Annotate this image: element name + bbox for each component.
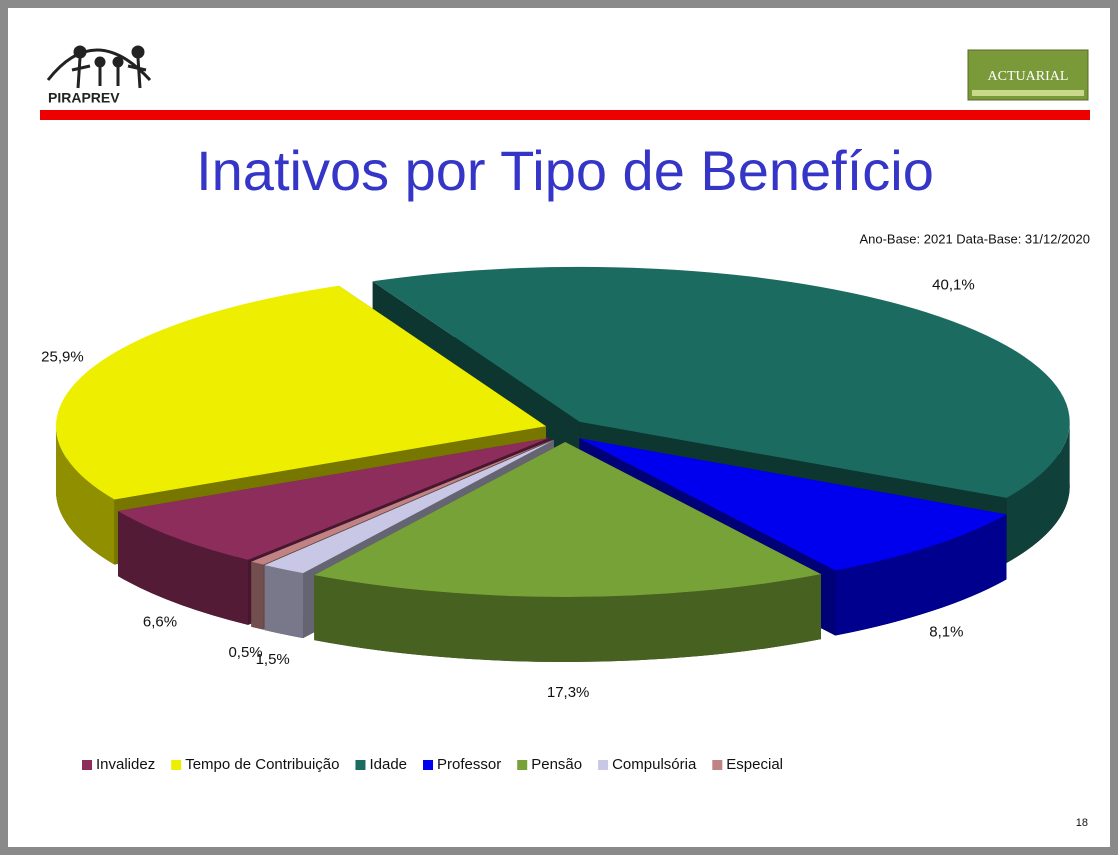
- slice-top: [314, 441, 821, 597]
- data-label: 17,3%: [547, 684, 590, 701]
- slice-top: [372, 266, 1070, 498]
- slice-outer-wall: [56, 426, 115, 565]
- slice-top: [264, 440, 554, 574]
- data-label: 40,1%: [932, 276, 975, 293]
- legend-label: Invalidez: [96, 756, 155, 773]
- legend-swatch: [171, 760, 182, 770]
- chart-subtitle: Ano-Base: 2021 Data-Base: 31/12/2020: [859, 231, 1090, 246]
- legend-swatch: [423, 760, 434, 770]
- data-label: 8,1%: [929, 623, 963, 640]
- legend-swatch: [82, 760, 92, 770]
- legend-swatch: [355, 760, 366, 770]
- logo-figure: [127, 57, 147, 89]
- pie-slice: [314, 441, 821, 662]
- logo-right-stripe: [972, 90, 1084, 96]
- slice-top: [56, 285, 547, 500]
- logo-figure: [73, 45, 87, 59]
- data-label: 25,9%: [41, 349, 84, 366]
- slice-top: [579, 438, 1007, 571]
- slice-top: [251, 439, 553, 565]
- slice-outer-wall: [1006, 421, 1070, 563]
- slice-top: [118, 437, 550, 560]
- logo-text: PIRAPREV: [48, 90, 120, 106]
- legend-label: Especial: [726, 756, 783, 773]
- slice-outer-wall: [118, 511, 249, 625]
- legend-swatch: [517, 760, 528, 770]
- header-rule: [40, 110, 1090, 120]
- legend-label: Professor: [437, 756, 501, 773]
- slice-outer-wall: [251, 561, 264, 630]
- legend-label: Pensão: [531, 756, 582, 773]
- slice-outer-wall: [314, 574, 821, 662]
- logo-figure: [112, 56, 124, 68]
- logo-figure: [131, 45, 145, 59]
- slice-outer-wall: [264, 565, 304, 639]
- logo-figure: [94, 56, 106, 68]
- page-number: 18: [1076, 817, 1088, 829]
- chart-title: Inativos por Tipo de Benefício: [196, 139, 934, 202]
- data-label: 0,5%: [228, 644, 262, 661]
- data-label: 6,6%: [143, 614, 177, 631]
- data-label: 1,5%: [256, 651, 290, 668]
- logo-figure: [71, 57, 91, 89]
- logo-right-text: ACTUARIAL: [988, 69, 1069, 84]
- legend-label: Tempo de Contribuição: [185, 756, 339, 773]
- legend-swatch: [598, 760, 609, 770]
- logo-left: [46, 45, 152, 89]
- legend-label: Compulsória: [612, 756, 697, 773]
- legend-label: Idade: [369, 756, 407, 773]
- legend-swatch: [712, 760, 723, 770]
- slice-outer-wall: [835, 514, 1007, 636]
